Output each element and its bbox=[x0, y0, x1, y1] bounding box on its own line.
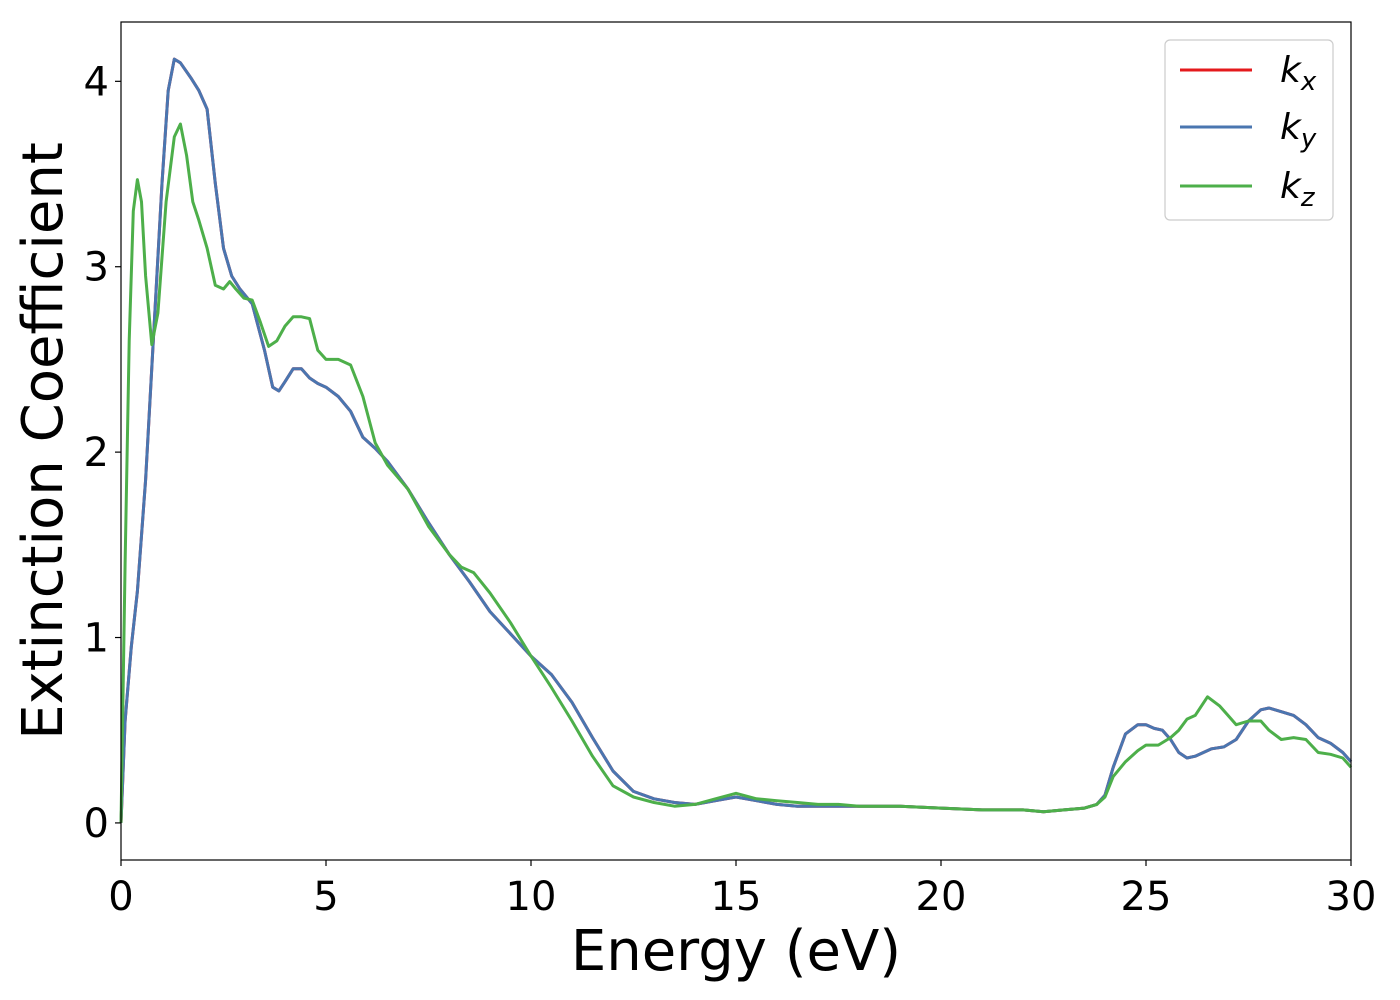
legend-name-kz: k bbox=[1280, 166, 1303, 207]
x-tick-label: 10 bbox=[506, 874, 557, 920]
legend-sub-kz: z bbox=[1300, 183, 1316, 213]
series-layer bbox=[119, 57, 1353, 823]
y-axis-ticks: 0 1 2 3 4 bbox=[84, 59, 121, 847]
x-tick-label: 20 bbox=[916, 874, 967, 920]
y-tick-label: 0 bbox=[84, 801, 109, 847]
legend-label-kz: kz bbox=[1280, 166, 1316, 213]
series-line-ky bbox=[119, 57, 1353, 823]
x-axis-ticks: 0 5 10 15 20 25 30 bbox=[108, 860, 1376, 920]
x-tick-label: 25 bbox=[1121, 874, 1172, 920]
legend-sub-kx: x bbox=[1300, 67, 1317, 97]
y-tick-label: 3 bbox=[84, 245, 109, 291]
x-tick-label: 15 bbox=[711, 874, 762, 920]
legend-name-ky: k bbox=[1280, 107, 1303, 148]
legend-box bbox=[1164, 39, 1334, 221]
x-axis-title: Energy (eV) bbox=[571, 919, 901, 984]
x-tick-label: 5 bbox=[313, 874, 338, 920]
x-tick-label: 0 bbox=[108, 874, 133, 920]
y-axis-title: Extinction Coefficient bbox=[11, 142, 76, 740]
y-tick-label: 1 bbox=[84, 616, 109, 662]
legend-sub-ky: y bbox=[1300, 124, 1317, 154]
y-tick-label: 2 bbox=[84, 430, 109, 476]
legend: kx ky kz bbox=[1164, 39, 1334, 221]
legend-label-kx: kx bbox=[1280, 50, 1317, 97]
x-tick-label: 30 bbox=[1326, 874, 1377, 920]
y-tick-label: 4 bbox=[84, 59, 109, 105]
legend-label-ky: ky bbox=[1280, 107, 1317, 154]
plot-background bbox=[121, 22, 1351, 860]
legend-name-kx: k bbox=[1280, 50, 1303, 91]
series-line-kz bbox=[119, 122, 1353, 823]
